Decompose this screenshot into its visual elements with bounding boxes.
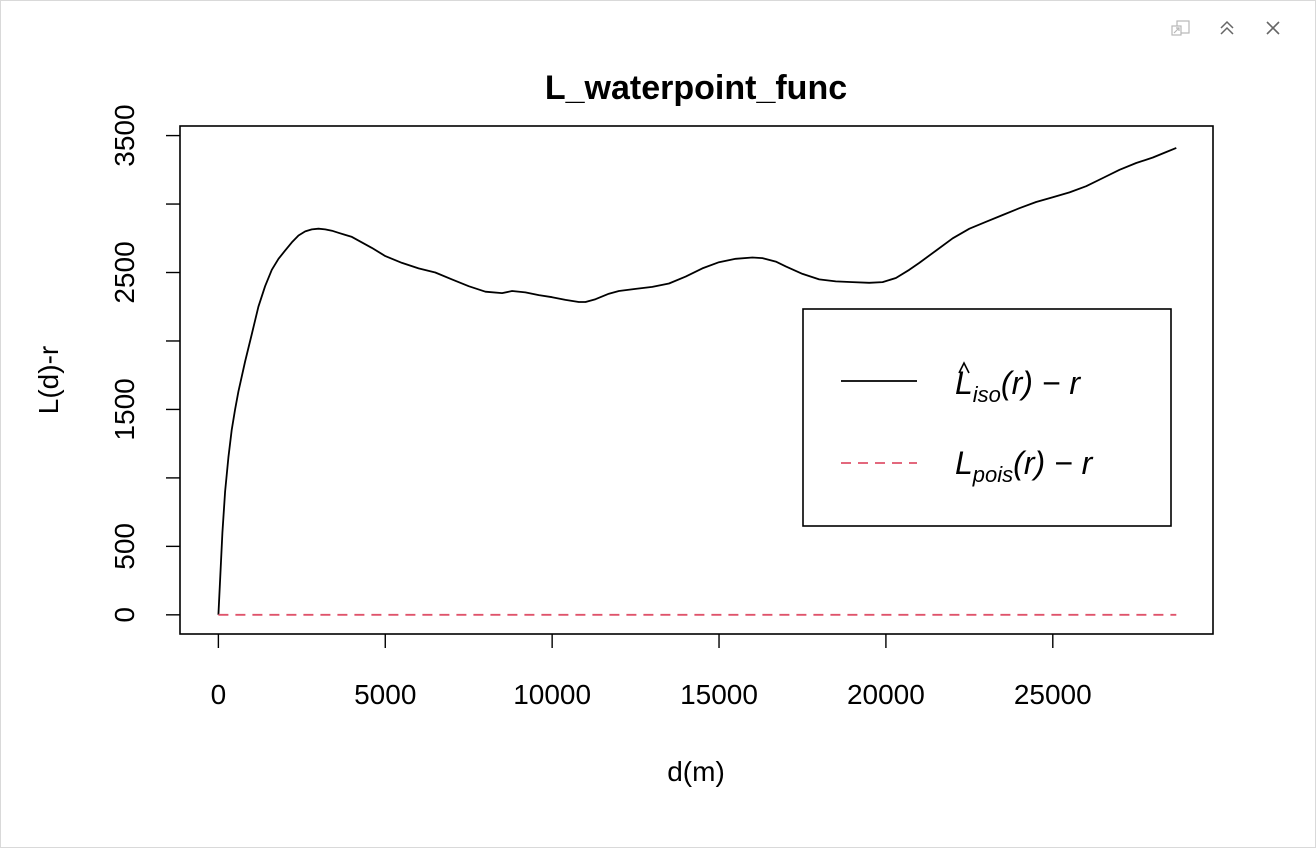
y-axis: 0 500 1500 2500 3500 bbox=[109, 104, 180, 623]
legend-label-iso: Liso(r) − r bbox=[955, 365, 1081, 407]
y-tick-label: 3500 bbox=[109, 104, 140, 166]
y-tick-label: 2500 bbox=[109, 241, 140, 303]
x-axis-label: d(m) bbox=[667, 756, 725, 787]
window-controls bbox=[1167, 15, 1287, 41]
x-tick-label: 25000 bbox=[1014, 679, 1092, 710]
chart-title: L_waterpoint_func bbox=[545, 69, 847, 107]
legend-box bbox=[802, 308, 1172, 527]
y-tick-label: 500 bbox=[109, 523, 140, 570]
popout-icon bbox=[1171, 20, 1190, 36]
series-line-iso bbox=[217, 147, 1177, 615]
x-tick-label: 5000 bbox=[354, 679, 416, 710]
x-tick-label: 15000 bbox=[680, 679, 758, 710]
y-tick-label: 0 bbox=[109, 607, 140, 623]
y-tick-label: 1500 bbox=[109, 378, 140, 440]
plot-area-border bbox=[179, 125, 1214, 635]
y-axis-label: L(d)-r bbox=[33, 346, 64, 414]
popout-button[interactable] bbox=[1167, 15, 1195, 41]
legend-label-pois: Lpois(r) − r bbox=[955, 445, 1094, 487]
legend-hat-iso bbox=[958, 361, 970, 374]
close-icon bbox=[1266, 21, 1280, 35]
x-tick-label: 10000 bbox=[513, 679, 591, 710]
collapse-icon bbox=[1220, 20, 1234, 35]
x-axis: 0 5000 10000 15000 20000 25000 bbox=[211, 634, 1092, 710]
collapse-button[interactable] bbox=[1213, 15, 1241, 41]
x-tick-label: 20000 bbox=[847, 679, 925, 710]
series-layer bbox=[217, 147, 1177, 616]
x-tick-label: 0 bbox=[211, 679, 227, 710]
close-button[interactable] bbox=[1259, 15, 1287, 41]
legend: Liso(r) − r Lpois(r) − r bbox=[802, 308, 1172, 527]
